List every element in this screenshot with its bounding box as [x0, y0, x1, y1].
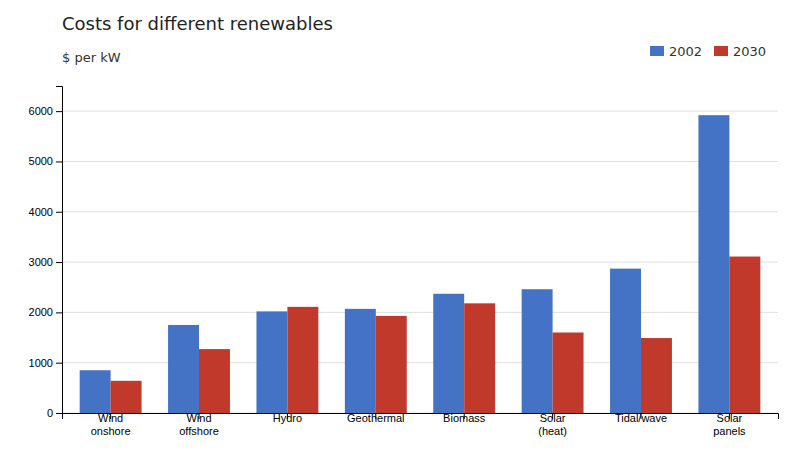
y-tick-label: 5000	[29, 155, 53, 167]
x-tick-label: Windoffshore	[179, 412, 219, 437]
bar	[287, 307, 318, 413]
y-axis-line	[56, 87, 63, 414]
x-tick-label: Solar(heat)	[538, 412, 567, 437]
legend-swatch	[714, 46, 728, 56]
bar	[199, 349, 230, 413]
x-tick-label: Biomass	[443, 412, 486, 424]
bar	[256, 311, 287, 413]
legend: 2002 2030	[650, 44, 766, 59]
y-tick-label: 4000	[29, 206, 53, 218]
x-tick-label: Solarpanels	[713, 412, 746, 437]
bar	[376, 316, 407, 413]
y-tick-mark	[56, 111, 62, 112]
x-tick-label: Hydro	[273, 412, 302, 424]
x-tick-label: Tidal/wave	[615, 412, 667, 424]
y-tick: 4000	[29, 206, 62, 218]
bars	[80, 115, 761, 413]
grid-line	[62, 312, 778, 313]
y-tick: 5000	[29, 155, 62, 167]
bar	[80, 370, 111, 413]
plot: 0100020003000400050006000WindonshoreWind…	[29, 87, 779, 437]
y-tick: 2000	[29, 306, 62, 318]
y-tick-mark	[56, 363, 62, 364]
bar	[464, 303, 495, 413]
y-tick-mark	[56, 413, 62, 414]
bar	[433, 294, 464, 413]
grid-line	[62, 211, 778, 212]
x-tick: Solarpanels	[713, 412, 746, 437]
bar	[111, 381, 142, 413]
y-tick-label: 6000	[29, 105, 53, 117]
y-tick: 3000	[29, 256, 62, 268]
y-axis-label: $ per kW	[62, 50, 121, 65]
y-tick-mark	[56, 161, 62, 162]
y-tick-label: 1000	[29, 357, 53, 369]
y-axis: 0 1000 2000 3000 4000 5000 6000	[29, 87, 63, 420]
x-tick: Solar(heat)	[538, 412, 567, 437]
bar	[522, 289, 553, 413]
x-tick-label: Geothermal	[347, 412, 404, 424]
y-tick: 6000	[29, 105, 62, 117]
legend-item: 2002	[650, 44, 702, 59]
y-tick-label: 3000	[29, 256, 53, 268]
grid-line	[62, 161, 778, 162]
x-tick: Biomass	[443, 412, 486, 424]
bar	[345, 309, 376, 413]
y-tick-label: 0	[47, 407, 53, 419]
x-tick: Tidal/wave	[615, 412, 667, 424]
bar-series	[111, 257, 761, 413]
x-tick: Windonshore	[91, 412, 131, 437]
bar	[729, 257, 760, 413]
grid-line	[62, 262, 778, 263]
bar	[168, 325, 199, 413]
y-tick-mark	[56, 312, 62, 313]
bar-series	[80, 115, 730, 413]
y-tick-mark	[56, 262, 62, 263]
y-tick-mark	[56, 212, 62, 213]
legend-label: 2002	[669, 44, 702, 59]
legend-item: 2030	[714, 44, 766, 59]
y-tick: 0	[47, 407, 62, 419]
y-tick-label: 2000	[29, 306, 53, 318]
y-tick: 1000	[29, 357, 62, 369]
grid-line	[62, 111, 778, 112]
x-tick: Geothermal	[347, 412, 404, 424]
legend-label: 2030	[733, 44, 766, 59]
bar	[641, 338, 672, 413]
x-tick: Hydro	[273, 412, 302, 424]
bar	[698, 115, 729, 413]
legend-swatch	[650, 46, 664, 56]
x-tick: Windoffshore	[179, 412, 219, 437]
bar	[553, 333, 584, 413]
grid	[62, 111, 778, 413]
chart: Costs for different renewables $ per kW 0 1…	[0, 0, 802, 471]
title: Costs for different renewables	[62, 13, 333, 34]
bar	[610, 269, 641, 413]
x-axis: Windonshore Windoffshore Hydro Geothermal Bi…	[63, 412, 779, 437]
x-tick-label: Windonshore	[91, 412, 131, 437]
x-axis-line	[63, 414, 779, 420]
